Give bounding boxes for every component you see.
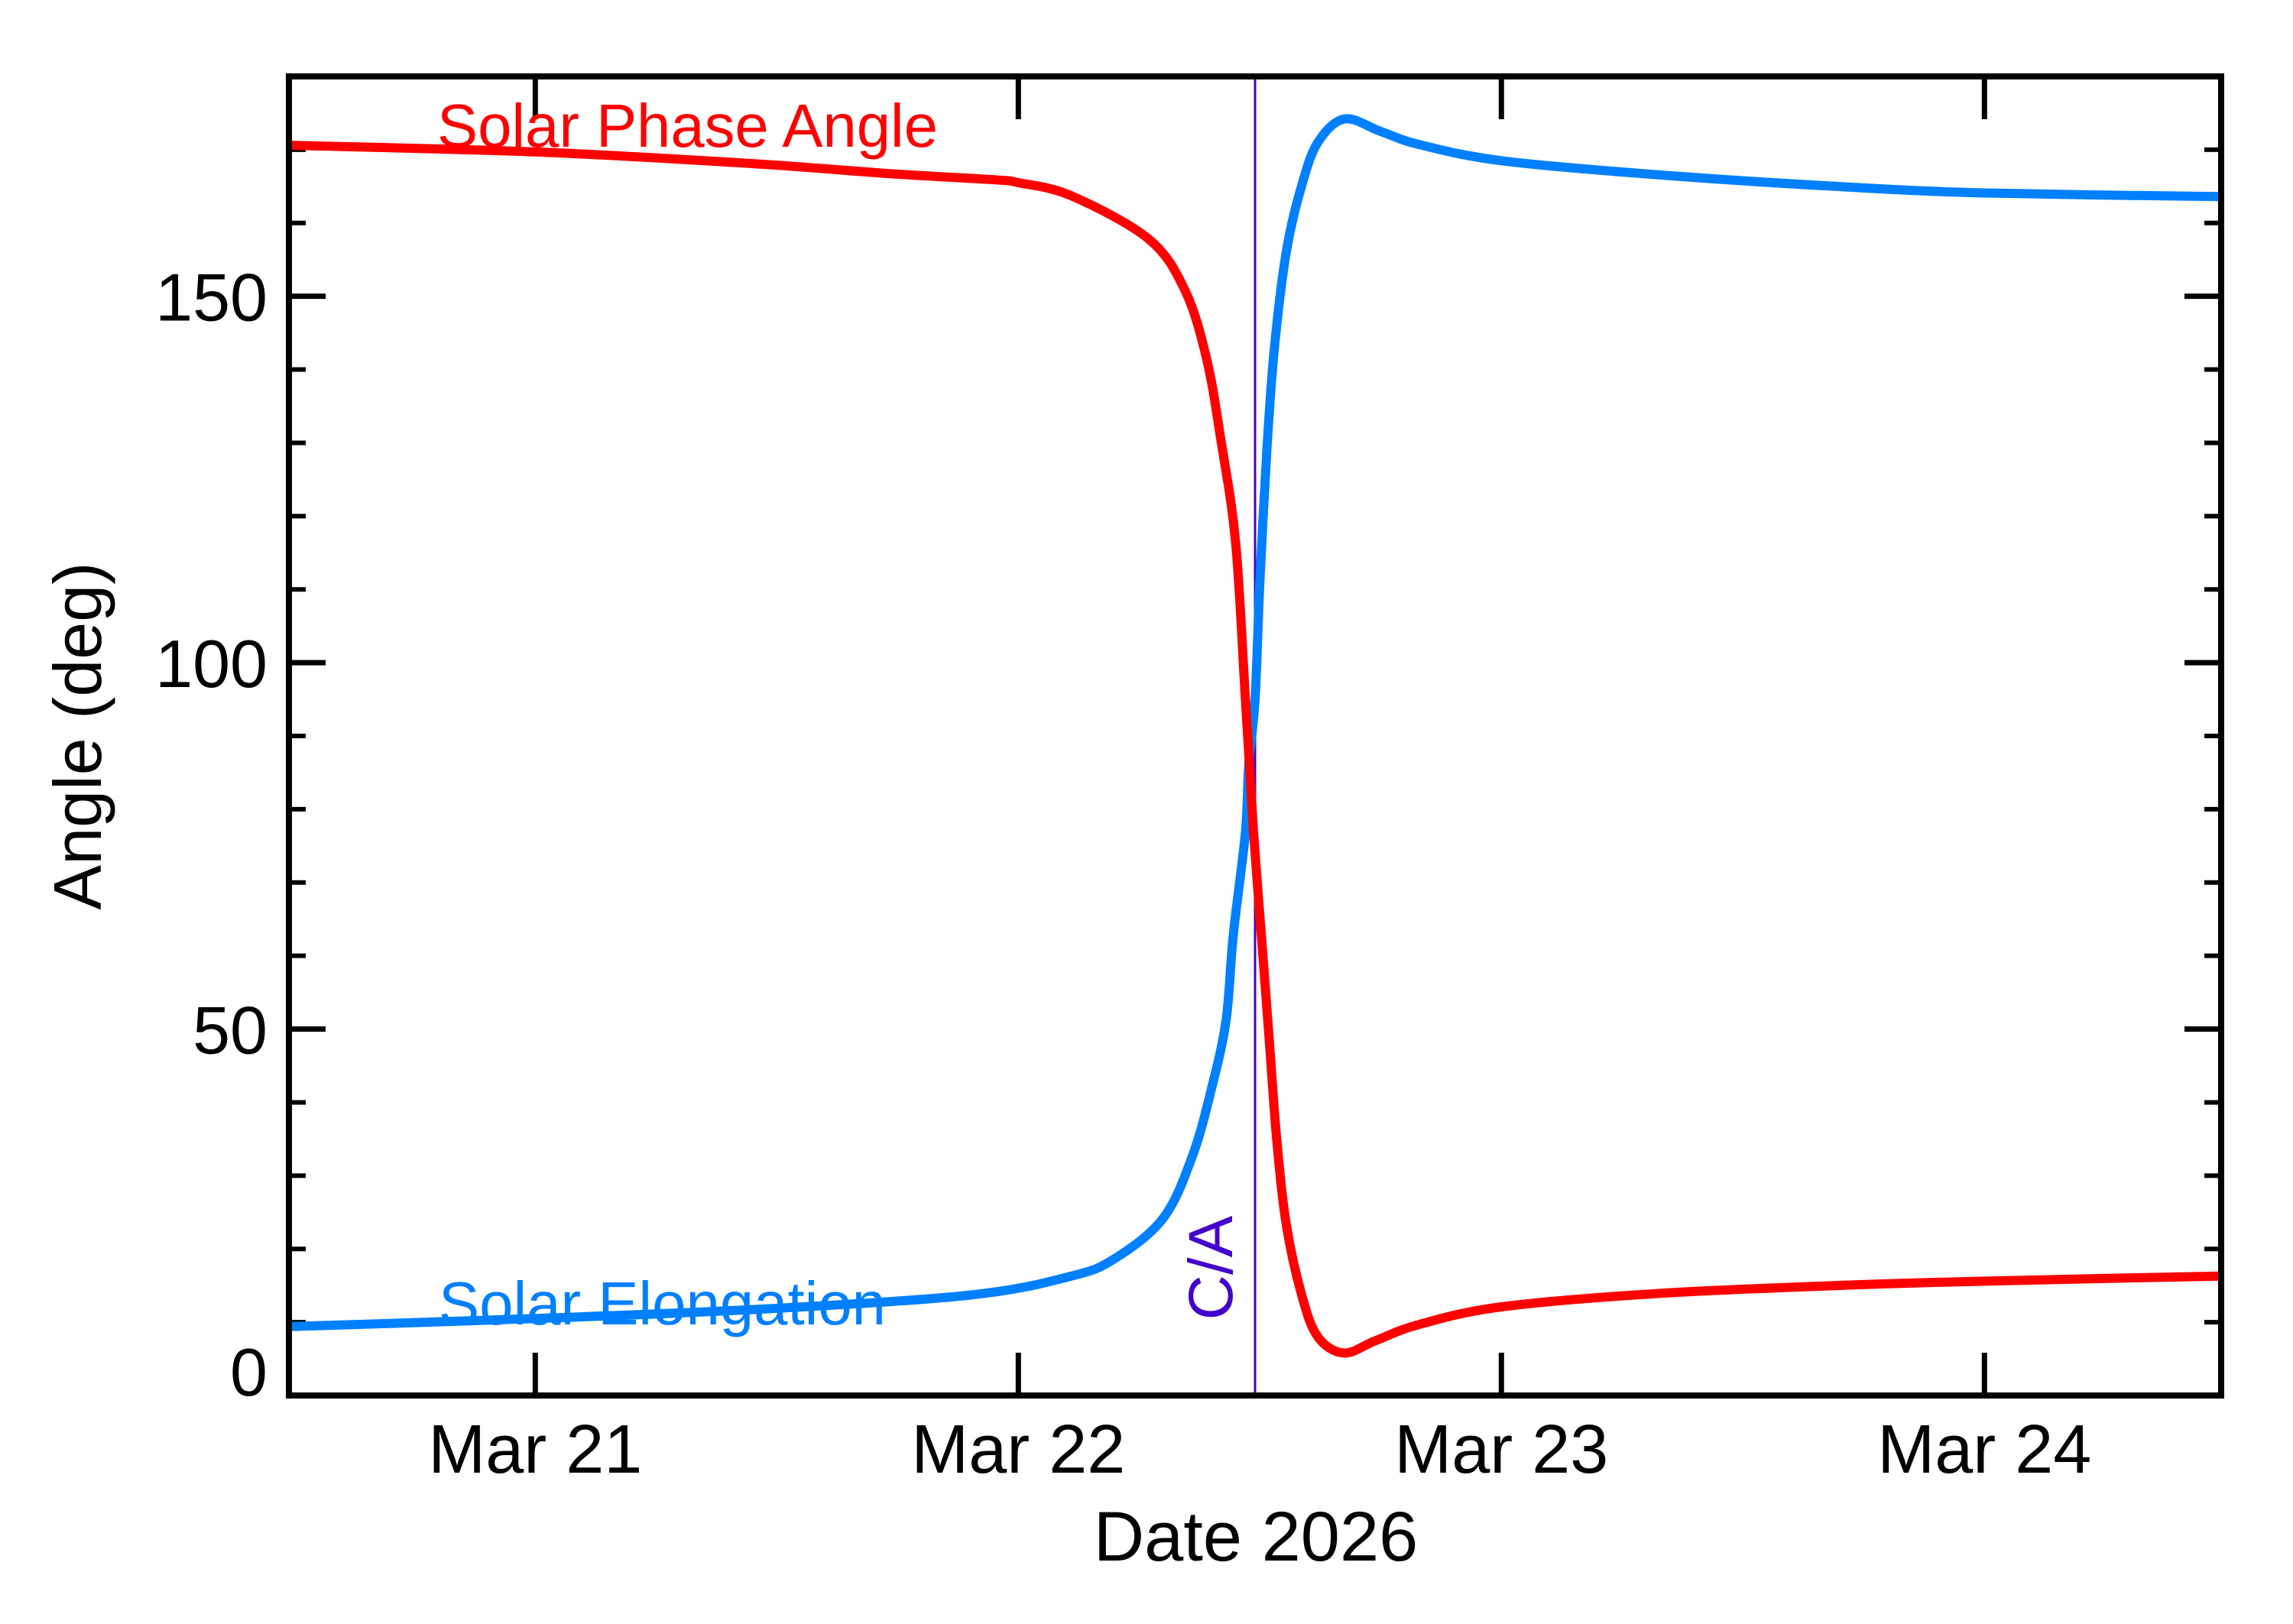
x-tick-label: Mar 23: [1394, 1412, 1608, 1488]
y-axis-title: Angle (deg): [40, 562, 115, 910]
solar-phase-angle-label: Solar Phase Angle: [437, 92, 938, 160]
plot-area: C/A Solar Phase Angle Solar Elongation: [288, 76, 2222, 1395]
y-tick-label: 0: [230, 1334, 268, 1410]
x-tick-label: Mar 21: [428, 1412, 642, 1488]
y-tick-label: 50: [193, 993, 268, 1068]
x-tick-label: Mar 22: [911, 1412, 1125, 1488]
solar-elongation-curve: [288, 114, 2222, 1331]
x-axis-title: Date 2026: [1094, 1498, 1419, 1576]
plot-frame: [286, 73, 2224, 1399]
solar-elongation-label: Solar Elongation: [439, 1269, 886, 1337]
x-tick-label: Mar 24: [1877, 1412, 2091, 1488]
y-tick-label: 100: [155, 626, 268, 702]
axis-tick-labels: 0 50 100 150 Mar 21 Mar 22 Mar 23 Mar 24: [155, 260, 2091, 1488]
closest-approach-label: C/A: [1176, 1215, 1246, 1320]
solar-phase-angle-curve: [288, 141, 2222, 1358]
y-tick-label: 150: [155, 260, 268, 335]
